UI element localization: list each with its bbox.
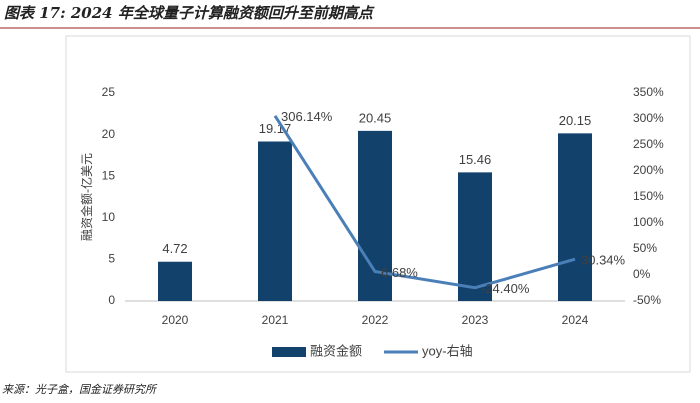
x-tick-label: 2023: [462, 313, 489, 327]
source: 来源：光子盒，国金证券研究所: [2, 383, 158, 396]
y2-tick-label: -50%: [633, 293, 661, 307]
y2-tick-label: 50%: [633, 241, 657, 255]
y-axis-label: 融资金额-亿美元: [79, 153, 94, 241]
legend-label: 融资金额: [310, 343, 362, 358]
y-tick-label: 0: [108, 293, 115, 307]
bar-value-label: 19.17: [259, 121, 292, 136]
x-tick-label: 2024: [562, 313, 589, 327]
bar-value-label: 15.46: [459, 152, 492, 167]
y2-tick-label: 300%: [633, 111, 664, 125]
y2-tick-label: 250%: [633, 137, 664, 151]
y2-tick-label: 0%: [633, 267, 651, 281]
chart-title: 图表 17: 2024 年全球量子计算融资额回升至前期高点: [4, 4, 375, 22]
y2-tick-label: 150%: [633, 189, 664, 203]
legend-label: yoy-右轴: [422, 343, 473, 358]
y-tick-label: 15: [102, 168, 116, 182]
x-tick-label: 2020: [162, 313, 189, 327]
chart-frame: [65, 35, 691, 373]
line-value-label: 6.68%: [381, 265, 418, 280]
y-tick-label: 20: [102, 127, 116, 141]
y2-tick-label: 200%: [633, 163, 664, 177]
bar-value-label: 4.72: [162, 241, 187, 256]
bar: [458, 172, 492, 301]
line: [273, 114, 576, 290]
line-value-label: 30.34%: [581, 253, 626, 268]
bar: [258, 141, 292, 301]
y-tick-label: 5: [108, 252, 115, 266]
bar-value-label: 20.45: [359, 110, 392, 125]
x-tick-label: 2022: [362, 313, 389, 327]
x-tick-label: 2021: [262, 313, 289, 327]
y-tick-label: 25: [102, 85, 116, 99]
bar: [158, 261, 192, 301]
bar: [558, 133, 592, 301]
line-value-label: 306.14%: [281, 109, 333, 124]
bar-value-label: 20.15: [559, 113, 592, 128]
y2-tick-label: 350%: [633, 85, 664, 99]
y2-tick-label: 100%: [633, 215, 664, 229]
y-tick-label: 10: [102, 210, 116, 224]
line-value-label: -24.40%: [481, 281, 530, 296]
legend-swatch: [272, 347, 306, 357]
